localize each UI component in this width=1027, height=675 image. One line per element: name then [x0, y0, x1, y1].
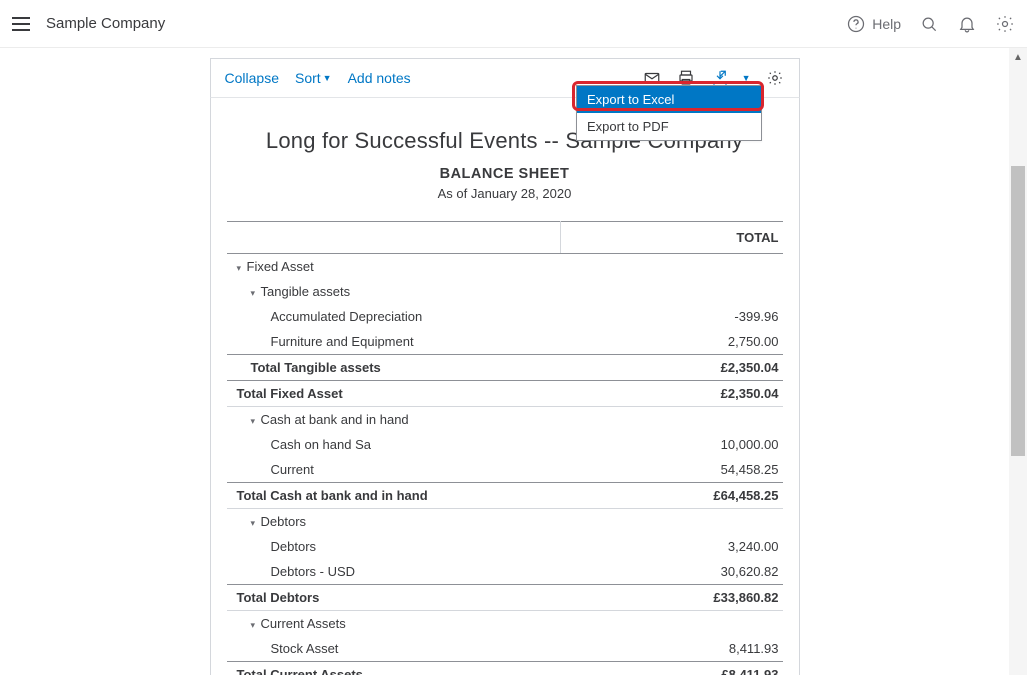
add-notes-button[interactable]: Add notes [348, 70, 411, 86]
caret-down-icon: ▼ [323, 73, 332, 83]
topbar-left: Sample Company [12, 15, 165, 32]
row-tangible-assets[interactable]: ▾Tangible assets [227, 279, 783, 304]
label: Fixed Asset [247, 259, 314, 274]
label: Cash at bank and in hand [261, 412, 409, 427]
export-caret-icon[interactable]: ▼ [742, 73, 751, 83]
value: 3,240.00 [560, 534, 782, 559]
vertical-scrollbar[interactable]: ▲ [1009, 48, 1027, 675]
value: 54,458.25 [560, 457, 782, 483]
value: -399.96 [560, 304, 782, 329]
label: Cash on hand Sa [271, 437, 371, 452]
settings-gear-icon[interactable] [995, 14, 1015, 34]
label: Current [271, 462, 314, 477]
row-cash-group[interactable]: ▾Cash at bank and in hand [227, 407, 783, 433]
company-name: Sample Company [46, 15, 165, 32]
label: Furniture and Equipment [271, 334, 414, 349]
content-region: Collapse Sort ▼ Add notes ▼ [0, 48, 1009, 675]
sort-button[interactable]: Sort ▼ [295, 70, 332, 86]
row-debtors[interactable]: Debtors 3,240.00 [227, 534, 783, 559]
table-header-row: TOTAL [227, 222, 783, 254]
value: 2,750.00 [560, 329, 782, 355]
row-current-cash[interactable]: Current 54,458.25 [227, 457, 783, 483]
help-icon [846, 14, 866, 34]
label: Current Assets [261, 616, 346, 631]
scrollbar-thumb[interactable] [1011, 166, 1025, 456]
row-acc-dep[interactable]: Accumulated Depreciation -399.96 [227, 304, 783, 329]
row-debtors-group[interactable]: ▾Debtors [227, 509, 783, 535]
report-title: BALANCE SHEET [227, 166, 783, 182]
value: 8,411.93 [560, 636, 782, 662]
value: £64,458.25 [560, 483, 782, 509]
value: £2,350.04 [560, 355, 782, 381]
value: 10,000.00 [560, 432, 782, 457]
row-total-current-assets[interactable]: Total Current Assets £8,411.93 [227, 662, 783, 675]
app-topbar: Sample Company Help [0, 0, 1027, 48]
label: Total Current Assets [237, 667, 363, 675]
toolbar-left: Collapse Sort ▼ Add notes [225, 70, 411, 86]
header-total: TOTAL [560, 222, 782, 254]
report-card: Collapse Sort ▼ Add notes ▼ [210, 58, 800, 675]
topbar-right: Help [846, 14, 1015, 34]
export-to-excel-item[interactable]: Export to Excel [577, 86, 761, 113]
balance-sheet-table: TOTAL ▾Fixed Asset ▾Tangible assets Accu… [227, 221, 783, 675]
label: Total Cash at bank and in hand [237, 488, 428, 503]
export-dropdown: Export to Excel Export to PDF [576, 85, 762, 141]
caret-down-icon: ▾ [237, 263, 247, 274]
caret-down-icon: ▾ [251, 288, 261, 299]
export-to-pdf-item[interactable]: Export to PDF [577, 113, 761, 140]
search-icon[interactable] [919, 14, 939, 34]
report-settings-gear-icon[interactable] [765, 68, 785, 88]
row-total-debtors[interactable]: Total Debtors £33,860.82 [227, 585, 783, 611]
notifications-icon[interactable] [957, 14, 977, 34]
caret-down-icon: ▾ [251, 416, 261, 427]
label: Debtors [261, 514, 307, 529]
row-fixed-asset[interactable]: ▾Fixed Asset [227, 254, 783, 280]
report-body: Long for Successful Events -- Sample Com… [210, 98, 800, 675]
value: £2,350.04 [560, 381, 782, 407]
row-current-assets-group[interactable]: ▾Current Assets [227, 611, 783, 637]
help-label: Help [872, 16, 901, 32]
value: £33,860.82 [560, 585, 782, 611]
header-blank [227, 222, 561, 254]
row-cash-on-hand[interactable]: Cash on hand Sa 10,000.00 [227, 432, 783, 457]
label: Total Debtors [237, 590, 320, 605]
scroll-up-icon[interactable]: ▲ [1009, 48, 1027, 66]
caret-down-icon: ▾ [251, 620, 261, 631]
label: Stock Asset [271, 641, 339, 656]
help-button[interactable]: Help [846, 14, 901, 34]
collapse-button[interactable]: Collapse [225, 70, 279, 86]
value: 30,620.82 [560, 559, 782, 585]
label: Accumulated Depreciation [271, 309, 423, 324]
value: £8,411.93 [560, 662, 782, 675]
row-stock-asset[interactable]: Stock Asset 8,411.93 [227, 636, 783, 662]
hamburger-menu-icon[interactable] [12, 17, 30, 31]
sort-label: Sort [295, 70, 321, 86]
label: Debtors [271, 539, 317, 554]
row-debtors-usd[interactable]: Debtors - USD 30,620.82 [227, 559, 783, 585]
row-total-cash[interactable]: Total Cash at bank and in hand £64,458.25 [227, 483, 783, 509]
row-total-fixed[interactable]: Total Fixed Asset £2,350.04 [227, 381, 783, 407]
label: Tangible assets [261, 284, 351, 299]
report-date: As of January 28, 2020 [227, 186, 783, 201]
label: Debtors - USD [271, 564, 356, 579]
label: Total Tangible assets [251, 360, 381, 375]
caret-down-icon: ▾ [251, 518, 261, 529]
row-total-tangible[interactable]: Total Tangible assets £2,350.04 [227, 355, 783, 381]
label: Total Fixed Asset [237, 386, 343, 401]
row-furniture[interactable]: Furniture and Equipment 2,750.00 [227, 329, 783, 355]
